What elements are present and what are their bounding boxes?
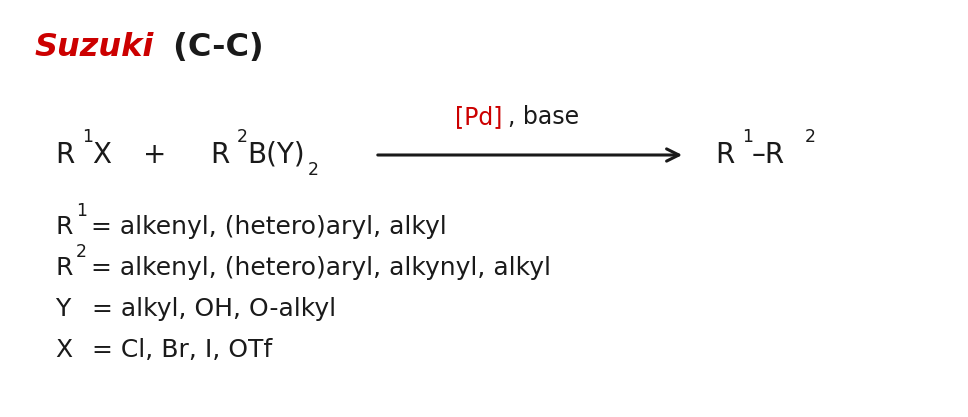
- Text: (C-C): (C-C): [162, 32, 263, 63]
- Text: R: R: [210, 141, 229, 169]
- Text: 2: 2: [237, 128, 248, 146]
- Text: = alkenyl, (hetero)aryl, alkynyl, alkyl: = alkenyl, (hetero)aryl, alkynyl, alkyl: [91, 256, 551, 280]
- Text: [Pd]: [Pd]: [455, 105, 502, 129]
- Text: R: R: [55, 215, 73, 239]
- Text: 2: 2: [308, 161, 319, 179]
- Text: B(Y): B(Y): [247, 141, 305, 169]
- Text: 1: 1: [82, 128, 93, 146]
- Text: R: R: [715, 141, 735, 169]
- Text: Suzuki: Suzuki: [35, 32, 154, 63]
- Text: 2: 2: [76, 243, 87, 261]
- Text: –R: –R: [752, 141, 785, 169]
- Text: = alkenyl, (hetero)aryl, alkyl: = alkenyl, (hetero)aryl, alkyl: [91, 215, 447, 239]
- Text: = alkyl, OH, O-alkyl: = alkyl, OH, O-alkyl: [76, 297, 336, 321]
- Text: , base: , base: [508, 105, 579, 129]
- Text: Y: Y: [55, 297, 71, 321]
- Text: = Cl, Br, I, OTf: = Cl, Br, I, OTf: [76, 338, 272, 362]
- Text: R: R: [55, 256, 73, 280]
- Text: X: X: [92, 141, 111, 169]
- Text: 1: 1: [76, 202, 87, 220]
- Text: 1: 1: [742, 128, 753, 146]
- Text: X: X: [55, 338, 73, 362]
- Text: R: R: [55, 141, 75, 169]
- Text: 2: 2: [805, 128, 816, 146]
- Text: +: +: [143, 141, 166, 169]
